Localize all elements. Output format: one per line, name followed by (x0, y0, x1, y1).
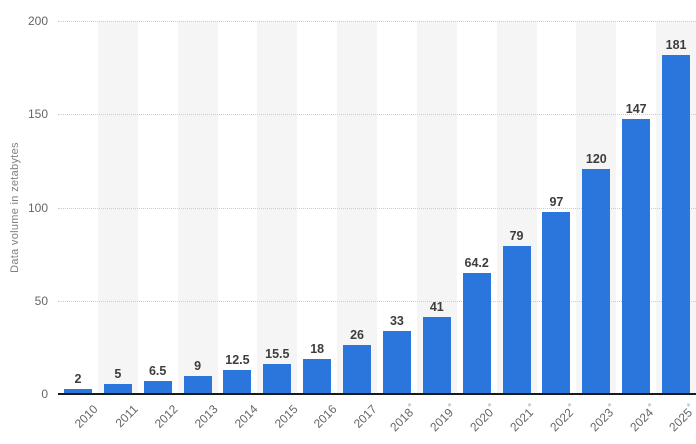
bar-value-label: 12.5 (225, 352, 250, 367)
bar-2014 (223, 369, 252, 393)
bar-value-label: 26 (350, 327, 365, 342)
x-axis-tick-label: 2010 (72, 402, 101, 431)
x-axis-line (58, 393, 696, 395)
x-axis-tick-label: 2012 (151, 402, 181, 431)
bar-2010 (63, 389, 92, 393)
x-axis-tick-label: 2018* (387, 401, 418, 435)
gridline (58, 114, 696, 116)
x-axis-tick-label: 2022* (547, 401, 577, 435)
bar-2013 (183, 376, 212, 393)
x-axis-tick-label: 2020* (467, 401, 497, 435)
bar-value-label: 9 (194, 359, 202, 374)
x-axis-tick-label: 2011 (112, 402, 141, 431)
bar-value-label: 15.5 (265, 347, 290, 362)
bar-value-label: 97 (549, 195, 564, 210)
bar-value-label: 18 (310, 342, 325, 357)
bar-2024 (622, 118, 651, 393)
gridline (58, 300, 696, 302)
plot-area: 2 5 6.5 9 12.5 15.5 18 26 33 41 64.2 79 97 120 147 181 (58, 21, 696, 395)
x-axis-tick-label: 2024* (626, 401, 657, 435)
bar-value-label: 79 (509, 228, 524, 243)
bar-2023 (582, 169, 611, 393)
y-axis-tick-label: 0 (41, 387, 48, 401)
bar-2022 (542, 212, 571, 393)
bar-2016 (303, 359, 332, 393)
bar-2020 (462, 273, 491, 393)
bar-value-label: 181 (665, 38, 687, 53)
x-axis-tick-label: 2014 (231, 402, 261, 431)
x-axis-tick-label: 2017 (351, 402, 380, 431)
bar-value-label: 6.5 (148, 363, 167, 378)
bar-2025 (662, 55, 691, 393)
x-axis-tick-label: 2013 (191, 402, 221, 431)
bar-value-label: 2 (74, 372, 82, 387)
bar-value-label: 120 (585, 152, 607, 167)
y-axis-tick-label: 200 (27, 14, 48, 28)
bar-value-label: 41 (429, 299, 444, 314)
gridline (58, 207, 696, 209)
bar-value-label: 5 (114, 366, 122, 381)
bar-2012 (143, 380, 172, 393)
y-axis-tick-label: 150 (27, 107, 48, 122)
bar-2017 (343, 344, 372, 393)
bar-2011 (103, 383, 132, 393)
x-axis-tick-label: 2025* (666, 401, 696, 435)
bar-2019 (422, 316, 451, 393)
x-axis-tick-label: 2023* (586, 401, 617, 435)
bar-2015 (263, 364, 292, 393)
y-axis-tick-label: 100 (27, 200, 48, 215)
x-axis-tick-label: 2021* (507, 401, 537, 435)
x-axis-tick-label: 2019* (427, 401, 457, 435)
bar-2018 (382, 331, 411, 393)
bar-value-label: 64.2 (464, 256, 489, 271)
gridline (58, 21, 696, 22)
bar-value-label: 147 (625, 101, 647, 116)
x-axis-tick-label: 2016 (311, 402, 341, 431)
bar-value-label: 33 (389, 314, 404, 329)
x-axis-tick-label: 2015 (271, 402, 301, 431)
bar-2021 (502, 245, 531, 393)
y-axis-tick-label: 50 (34, 293, 48, 308)
